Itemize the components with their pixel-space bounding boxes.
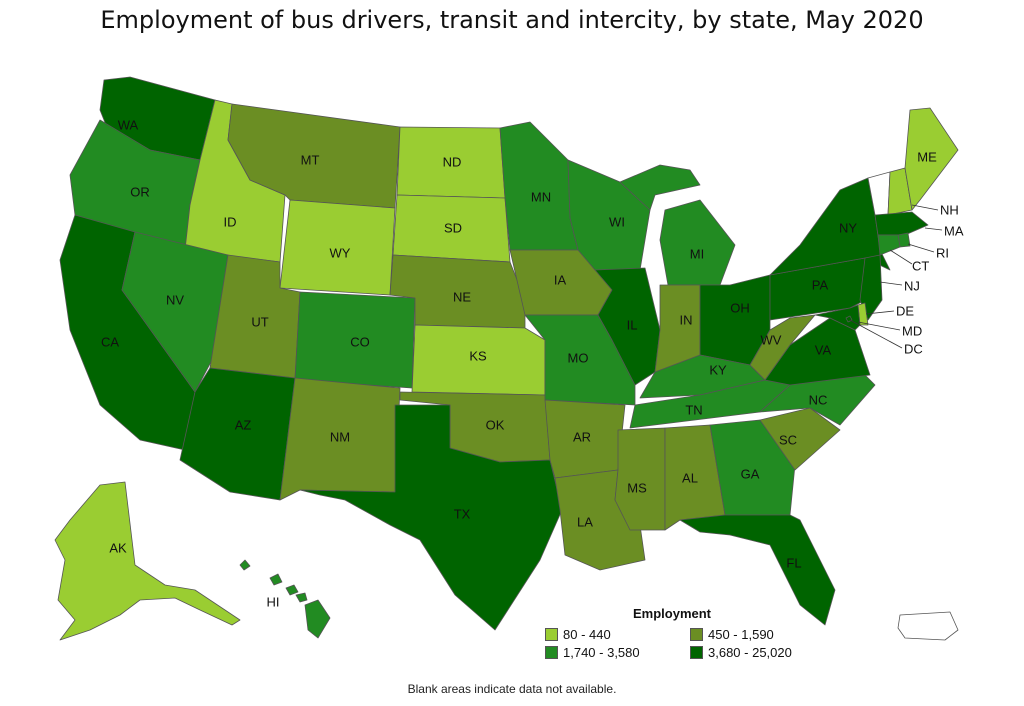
- label-IL: IL: [627, 318, 638, 333]
- label-SC: SC: [779, 433, 797, 448]
- label-FL: FL: [786, 556, 801, 571]
- label-AK: AK: [109, 541, 127, 556]
- state-ME[interactable]: [904, 107, 959, 211]
- state-MA[interactable]: [874, 211, 929, 236]
- label-GA: GA: [741, 467, 760, 482]
- label-DC: DC: [904, 342, 923, 357]
- label-CA: CA: [101, 335, 119, 350]
- leader-DE: [865, 310, 895, 315]
- leader-DC: [849, 319, 903, 349]
- state-AK[interactable]: [54, 481, 241, 641]
- leader-MD: [857, 321, 901, 331]
- label-OR: OR: [130, 185, 150, 200]
- state-GA[interactable]: [709, 419, 796, 516]
- label-TX: TX: [454, 507, 471, 522]
- state-HI[interactable]: [239, 559, 331, 639]
- label-NE: NE: [453, 290, 471, 305]
- state-MS[interactable]: [614, 427, 666, 531]
- legend-item-1: 80 - 440: [545, 627, 690, 642]
- label-NC: NC: [809, 393, 828, 408]
- state-NV[interactable]: [121, 231, 229, 393]
- state-SC[interactable]: [759, 407, 841, 471]
- label-RI: RI: [936, 246, 949, 261]
- state-TX[interactable]: [299, 404, 563, 631]
- legend-swatch-4: [690, 646, 703, 659]
- label-LA: LA: [577, 515, 593, 530]
- legend-swatch-1: [545, 628, 558, 641]
- label-PA: PA: [812, 278, 829, 293]
- legend-swatch-3: [545, 646, 558, 659]
- label-MD: MD: [902, 324, 922, 339]
- leader-NH: [911, 204, 939, 211]
- label-AL: AL: [682, 471, 698, 486]
- label-WA: WA: [118, 118, 139, 133]
- label-MS: MS: [627, 481, 647, 496]
- label-VA: VA: [815, 343, 832, 358]
- state-AZ[interactable]: [179, 367, 296, 501]
- leader-CT: [889, 249, 913, 265]
- label-IN: IN: [680, 313, 693, 328]
- label-MT: MT: [301, 153, 320, 168]
- legend-label-2: 450 - 1,590: [708, 627, 774, 642]
- legend-item-4: 3,680 - 25,020: [690, 645, 810, 660]
- label-MN: MN: [531, 190, 551, 205]
- label-NH: NH: [940, 203, 959, 218]
- legend: Employment 80 - 440 450 - 1,590 1,740 - …: [545, 606, 805, 660]
- label-IA: IA: [554, 273, 567, 288]
- label-CO: CO: [350, 335, 370, 350]
- label-MI: MI: [690, 247, 704, 262]
- label-MA: MA: [944, 224, 964, 239]
- label-NY: NY: [839, 221, 857, 236]
- label-ND: ND: [443, 155, 462, 170]
- label-OH: OH: [730, 301, 750, 316]
- legend-label-3: 1,740 - 3,580: [563, 645, 640, 660]
- state-CT[interactable]: [877, 234, 901, 256]
- label-AZ: AZ: [235, 418, 252, 433]
- label-TN: TN: [685, 403, 702, 418]
- legend-item-2: 450 - 1,590: [690, 627, 810, 642]
- leader-RI: [907, 243, 935, 253]
- label-MO: MO: [568, 351, 589, 366]
- label-DE: DE: [896, 304, 914, 319]
- label-AR: AR: [573, 430, 591, 445]
- label-HI: HI: [267, 595, 280, 610]
- label-SD: SD: [444, 221, 462, 236]
- label-NJ: NJ: [904, 279, 920, 294]
- leader-MA: [924, 227, 943, 231]
- state-MN[interactable]: [499, 121, 579, 251]
- state-labels: WA OR CA ID NV MT WY UT CO AZ NM ND SD N…: [101, 118, 964, 610]
- legend-title: Employment: [633, 606, 712, 621]
- state-FL[interactable]: [679, 514, 836, 626]
- label-KY: KY: [709, 363, 727, 378]
- state-PR[interactable]: [897, 611, 959, 641]
- legend-label-1: 80 - 440: [563, 627, 611, 642]
- label-WY: WY: [330, 246, 351, 261]
- footnote: Blank areas indicate data not available.: [407, 682, 617, 696]
- label-CT: CT: [912, 259, 929, 274]
- leader-NJ: [879, 281, 903, 286]
- label-NM: NM: [330, 430, 350, 445]
- label-UT: UT: [251, 315, 268, 330]
- label-WV: WV: [761, 333, 782, 348]
- legend-item-3: 1,740 - 3,580: [545, 645, 690, 660]
- chart-title: Employment of bus drivers, transit and i…: [100, 6, 924, 34]
- label-ME: ME: [917, 150, 937, 165]
- label-WI: WI: [609, 215, 625, 230]
- legend-swatch-2: [690, 628, 703, 641]
- label-NV: NV: [166, 293, 184, 308]
- state-IL[interactable]: [594, 267, 661, 386]
- label-ID: ID: [224, 215, 237, 230]
- legend-label-4: 3,680 - 25,020: [708, 645, 792, 660]
- label-OK: OK: [486, 418, 505, 433]
- label-KS: KS: [469, 349, 487, 364]
